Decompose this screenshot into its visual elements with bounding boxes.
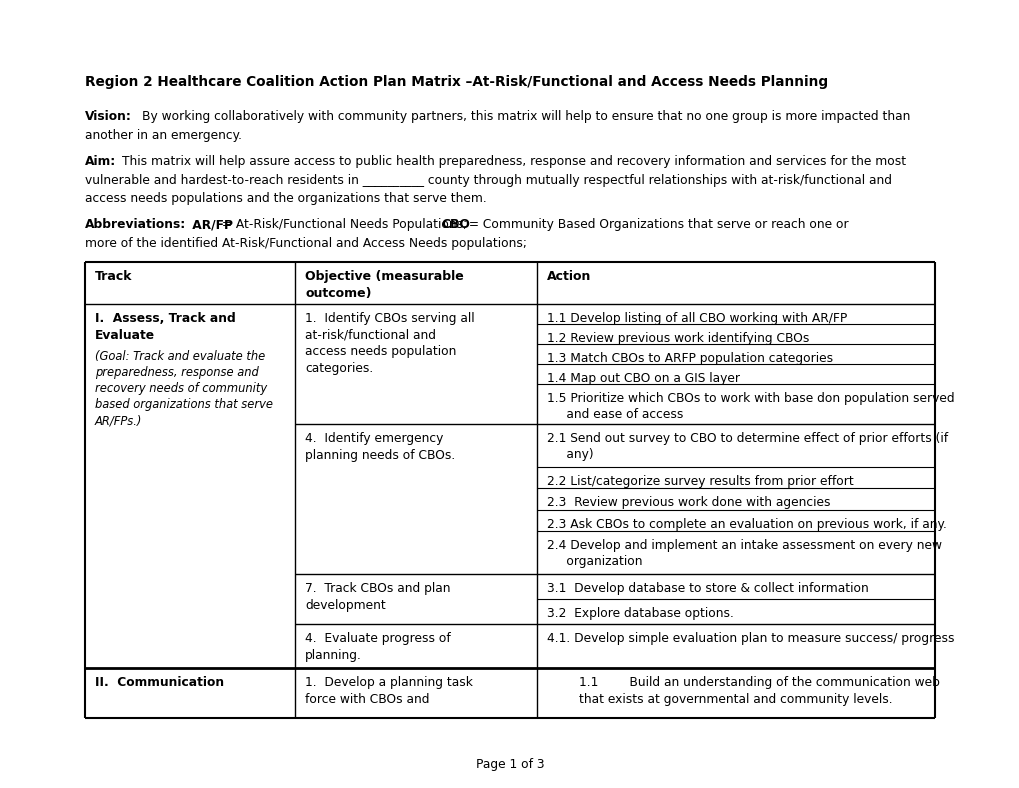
Text: 2.2 List/categorize survey results from prior effort: 2.2 List/categorize survey results from … — [546, 475, 853, 488]
Text: 1.3 Match CBOs to ARFP population categories: 1.3 Match CBOs to ARFP population catego… — [546, 352, 833, 365]
Text: access needs populations and the organizations that serve them.: access needs populations and the organiz… — [85, 192, 486, 205]
Text: 4.1. Develop simple evaluation plan to measure success/ progress: 4.1. Develop simple evaluation plan to m… — [546, 632, 954, 645]
Text: Abbreviations:: Abbreviations: — [85, 218, 186, 231]
Text: II.  Communication: II. Communication — [95, 676, 224, 689]
Text: 1.5 Prioritize which CBOs to work with base don population served
     and ease : 1.5 Prioritize which CBOs to work with b… — [546, 392, 954, 421]
Text: = At-Risk/Functional Needs Populations;: = At-Risk/Functional Needs Populations; — [218, 218, 471, 231]
Text: Region 2 Healthcare Coalition Action Plan Matrix –At-Risk/Functional and Access : Region 2 Healthcare Coalition Action Pla… — [85, 75, 827, 89]
Text: 3.1  Develop database to store & collect information: 3.1 Develop database to store & collect … — [546, 582, 868, 595]
Text: 3.2  Explore database options.: 3.2 Explore database options. — [546, 607, 733, 620]
Text: 1.1        Build an understanding of the communication web
that exists at govern: 1.1 Build an understanding of the commun… — [579, 676, 938, 705]
Text: 4.  Identify emergency
planning needs of CBOs.: 4. Identify emergency planning needs of … — [305, 432, 454, 462]
Text: Page 1 of 3: Page 1 of 3 — [475, 758, 544, 771]
Text: Objective (measurable
outcome): Objective (measurable outcome) — [305, 270, 464, 300]
Text: 2.3  Review previous work done with agencies: 2.3 Review previous work done with agenc… — [546, 496, 829, 509]
Text: 1.2 Review previous work identifying CBOs: 1.2 Review previous work identifying CBO… — [546, 332, 809, 345]
Text: Track: Track — [95, 270, 132, 283]
Text: 2.3 Ask CBOs to complete an evaluation on previous work, if any.: 2.3 Ask CBOs to complete an evaluation o… — [546, 518, 946, 530]
Text: Vision:: Vision: — [85, 110, 131, 123]
Text: AR/FP: AR/FP — [187, 218, 232, 231]
Text: Action: Action — [546, 270, 591, 283]
Text: = Community Based Organizations that serve or reach one or: = Community Based Organizations that ser… — [465, 218, 848, 231]
Text: By working collaboratively with community partners, this matrix will help to ens: By working collaboratively with communit… — [142, 110, 910, 123]
Text: 1.1 Develop listing of all CBO working with AR/FP: 1.1 Develop listing of all CBO working w… — [546, 312, 847, 325]
Text: (Goal: Track and evaluate the
preparedness, response and
recovery needs of commu: (Goal: Track and evaluate the preparedne… — [95, 350, 273, 427]
Text: more of the identified At-Risk/Functional and Access Needs populations;: more of the identified At-Risk/Functiona… — [85, 236, 527, 250]
Text: This matrix will help assure access to public health preparedness, response and : This matrix will help assure access to p… — [122, 155, 905, 168]
Text: 1.  Develop a planning task
force with CBOs and: 1. Develop a planning task force with CB… — [305, 676, 473, 705]
Text: 7.  Track CBOs and plan
development: 7. Track CBOs and plan development — [305, 582, 450, 611]
Text: vulnerable and hardest-to-reach residents in __________ county through mutually : vulnerable and hardest-to-reach resident… — [85, 173, 892, 187]
Text: 1.  Identify CBOs serving all
at-risk/functional and
access needs population
cat: 1. Identify CBOs serving all at-risk/fun… — [305, 312, 474, 374]
Text: CBO: CBO — [440, 218, 470, 231]
Text: 4.  Evaluate progress of
planning.: 4. Evaluate progress of planning. — [305, 632, 450, 661]
Text: I.  Assess, Track and
Evaluate: I. Assess, Track and Evaluate — [95, 312, 235, 342]
Text: 2.1 Send out survey to CBO to determine effect of prior efforts (if
     any): 2.1 Send out survey to CBO to determine … — [546, 432, 948, 461]
Text: another in an emergency.: another in an emergency. — [85, 128, 242, 142]
Text: 1.4 Map out CBO on a GIS layer: 1.4 Map out CBO on a GIS layer — [546, 372, 739, 385]
Text: Aim:: Aim: — [85, 155, 116, 168]
Text: 2.4 Develop and implement an intake assessment on every new
     organization: 2.4 Develop and implement an intake asse… — [546, 539, 942, 568]
